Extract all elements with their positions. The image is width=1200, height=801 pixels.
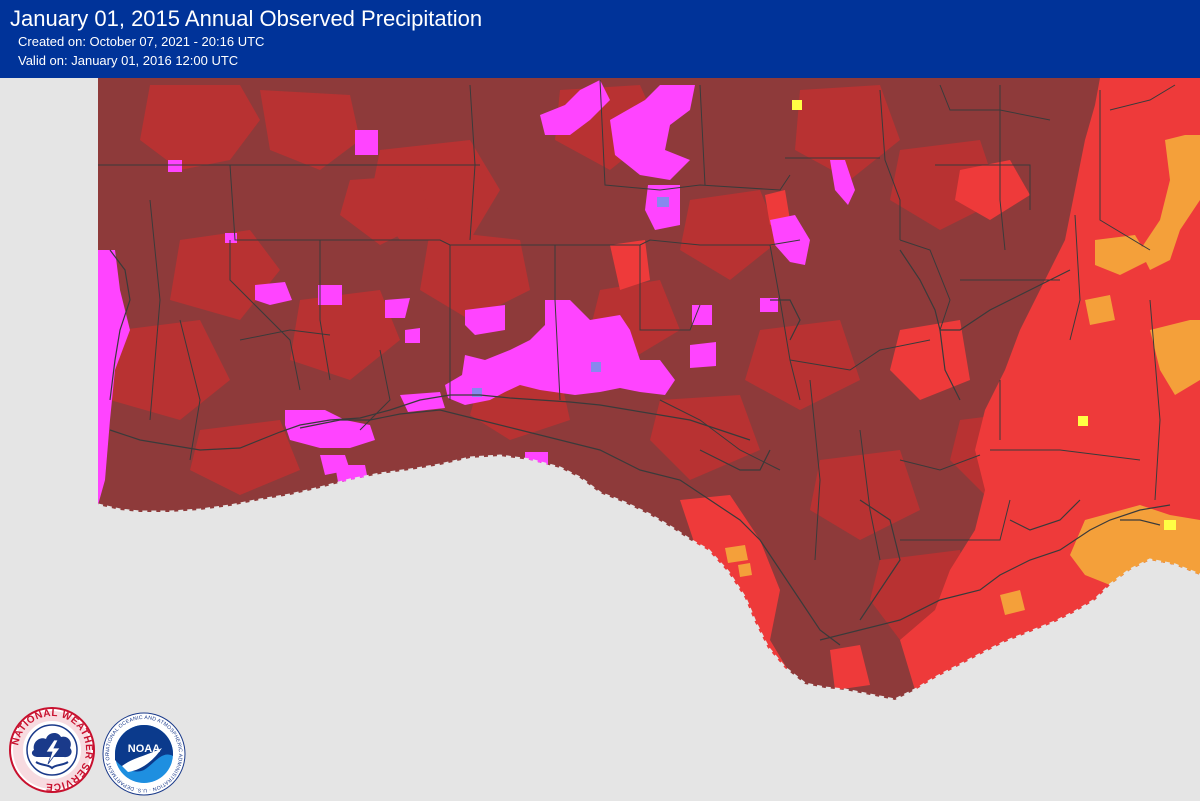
noaa-logo-icon: NATIONAL OCEANIC AND ATMOSPHERIC ADMINIS… bbox=[100, 708, 186, 796]
coastline-and-rivers bbox=[109, 249, 1171, 646]
magenta-high-precip-areas bbox=[98, 80, 855, 505]
water-background bbox=[97, 454, 1200, 702]
nws-logo-icon: NATIONAL WEATHER SERVICE bbox=[8, 706, 96, 794]
map-title: January 01, 2015 Annual Observed Precipi… bbox=[10, 6, 483, 31]
title-banner: January 01, 2015 Annual Observed Precipi… bbox=[0, 0, 1200, 78]
precipitation-raster bbox=[98, 78, 1200, 700]
noaa-logo-text: NOAA bbox=[128, 743, 160, 755]
yellow-spots bbox=[792, 100, 1176, 530]
valid-timestamp: Valid on: January 01, 2016 12:00 UTC bbox=[18, 53, 239, 68]
periwinkle-spots bbox=[472, 197, 669, 397]
precipitation-map[interactable] bbox=[0, 78, 1200, 800]
created-timestamp: Created on: October 07, 2021 - 20:16 UTC bbox=[18, 34, 265, 49]
boundary-lines bbox=[98, 79, 1176, 561]
